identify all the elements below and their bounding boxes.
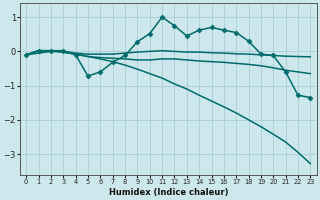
X-axis label: Humidex (Indice chaleur): Humidex (Indice chaleur) (108, 188, 228, 197)
